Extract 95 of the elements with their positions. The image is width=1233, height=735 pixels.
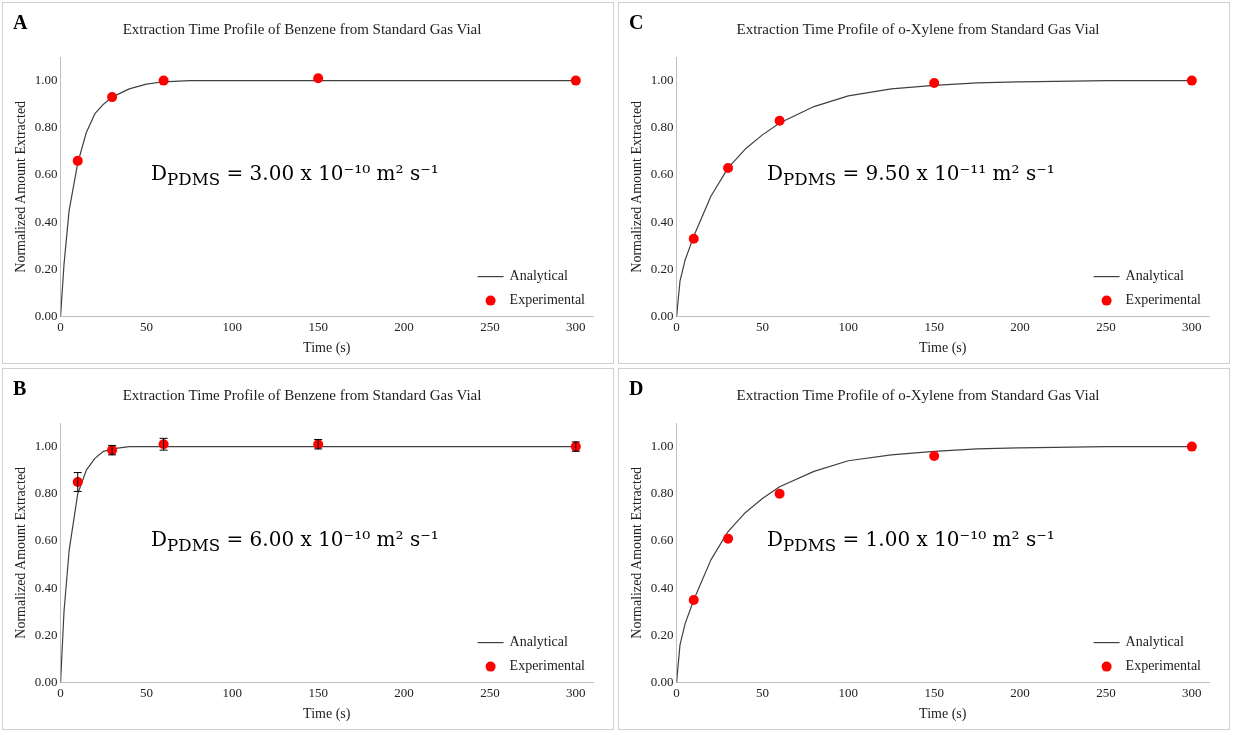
chart-title: Extraction Time Profile of Benzene from Standard Gas Vial: [122, 386, 482, 403]
x-tick-label: 150: [308, 318, 328, 334]
y-axis-title: Normalized Amount Extracted: [13, 466, 29, 639]
x-tick-label: 100: [222, 684, 243, 700]
y-tick-label: 0.80: [34, 485, 58, 501]
y-tick-label: 0.40: [650, 213, 674, 229]
legend-label: Analytical: [1125, 634, 1185, 650]
x-tick-label: 0: [673, 318, 680, 334]
x-tick-label: 150: [924, 318, 944, 334]
x-axis-title: Time (s): [303, 706, 351, 723]
x-tick-label: 0: [57, 318, 64, 334]
y-tick-label: 0.00: [650, 674, 674, 690]
y-tick-label: 0.20: [34, 626, 58, 642]
x-tick-label: 250: [480, 684, 500, 700]
x-tick-label: 50: [139, 318, 153, 334]
annotation: D$_{PDMS}$ = 1.00 x 10⁻¹⁰ m² s⁻¹: [767, 526, 1055, 555]
point: [107, 92, 118, 103]
point: [688, 233, 699, 244]
annotation: D$_{PDMS}$ = 3.00 x 10⁻¹⁰ m² s⁻¹: [151, 160, 439, 189]
point: [1186, 75, 1197, 86]
y-tick-label: 0.00: [34, 308, 58, 324]
legend-label: Experimental: [509, 658, 586, 674]
y-axis-title: Normalized Amount Extracted: [629, 466, 645, 639]
legend-label: Experimental: [1125, 658, 1202, 674]
point: [723, 533, 734, 544]
x-tick-label: 150: [924, 684, 944, 700]
y-tick-label: 1.00: [650, 72, 674, 88]
x-tick-label: 300: [1182, 318, 1202, 334]
point: [774, 115, 785, 126]
text: D: [629, 377, 644, 400]
y-tick-label: 0.80: [650, 119, 674, 135]
legend-label: Experimental: [509, 292, 586, 308]
x-tick-label: 300: [1182, 684, 1202, 700]
y-tick-label: 1.00: [34, 438, 58, 454]
y-tick-label: 0.60: [34, 166, 58, 182]
x-axis-title: Time (s): [919, 706, 967, 723]
legend-label: Experimental: [1125, 292, 1202, 308]
y-tick-label: 1.00: [34, 72, 58, 88]
legend-label: Analytical: [509, 268, 569, 284]
x-tick-label: 250: [1096, 318, 1116, 334]
x-tick-label: 250: [480, 318, 500, 334]
y-tick-label: 0.00: [34, 674, 58, 690]
y-tick-label: 0.40: [34, 213, 58, 229]
chart-title: Extraction Time Profile of o-Xylene from Standard Gas Vial: [736, 20, 1100, 37]
x-tick-label: 50: [755, 684, 769, 700]
y-tick-label: 0.60: [650, 166, 674, 182]
legend-label: Analytical: [509, 634, 569, 650]
point: [313, 73, 324, 84]
chart-title: Extraction Time Profile of Benzene from Standard Gas Vial: [122, 20, 482, 37]
y-tick-label: 0.80: [650, 485, 674, 501]
annotation: D$_{PDMS}$ = 6.00 x 10⁻¹⁰ m² s⁻¹: [151, 526, 439, 555]
point: [929, 77, 940, 88]
y-tick-label: 0.60: [650, 532, 674, 548]
y-axis-title: Normalized Amount Extracted: [629, 100, 645, 273]
y-tick-label: 0.20: [34, 260, 58, 276]
x-tick-label: 300: [566, 684, 586, 700]
x-tick-label: 200: [1010, 318, 1030, 334]
x-axis-title: Time (s): [919, 340, 967, 357]
y-tick-label: 0.20: [650, 260, 674, 276]
y-tick-label: 0.60: [34, 532, 58, 548]
text: B: [13, 377, 27, 400]
y-tick-label: 0.00: [650, 308, 674, 324]
x-tick-label: 0: [673, 684, 680, 700]
point: [723, 162, 734, 173]
x-tick-label: 200: [394, 684, 414, 700]
point: [774, 488, 785, 499]
point: [158, 75, 169, 86]
y-axis-title: Normalized Amount Extracted: [13, 100, 29, 273]
x-tick-label: 200: [394, 318, 414, 334]
x-tick-label: 50: [139, 684, 153, 700]
y-tick-label: 0.20: [650, 626, 674, 642]
x-tick-label: 100: [838, 318, 859, 334]
point: [1186, 441, 1197, 452]
point: [929, 451, 940, 462]
chart-title: Extraction Time Profile of o-Xylene from Standard Gas Vial: [736, 386, 1100, 403]
x-axis-title: Time (s): [303, 340, 351, 357]
x-tick-label: 150: [308, 684, 328, 700]
text: C: [629, 11, 644, 34]
point: [72, 155, 83, 166]
x-tick-label: 250: [1096, 684, 1116, 700]
point: [688, 595, 699, 605]
annotation: D$_{PDMS}$ = 9.50 x 10⁻¹¹ m² s⁻¹: [767, 160, 1055, 189]
point: [570, 75, 581, 86]
y-tick-label: 1.00: [650, 438, 674, 454]
y-tick-label: 0.40: [34, 579, 58, 595]
text: A: [13, 11, 28, 34]
x-tick-label: 300: [566, 318, 586, 334]
y-tick-label: 0.40: [650, 579, 674, 595]
legend-label: Analytical: [1125, 268, 1185, 284]
y-tick-label: 0.80: [34, 119, 58, 135]
x-tick-label: 200: [1010, 684, 1030, 700]
x-tick-label: 100: [838, 684, 859, 700]
x-tick-label: 0: [57, 684, 64, 700]
x-tick-label: 50: [755, 318, 769, 334]
x-tick-label: 100: [222, 318, 243, 334]
